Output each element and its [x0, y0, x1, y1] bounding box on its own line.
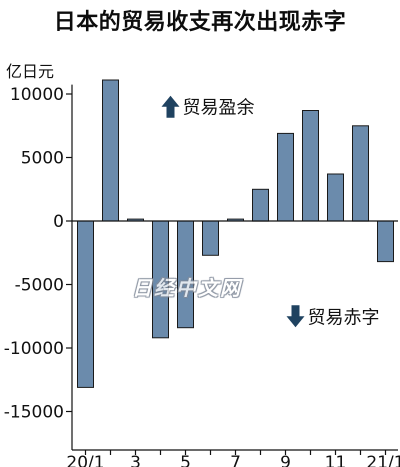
bar-6 [202, 220, 219, 256]
bars-group [77, 79, 394, 388]
unit-label: 亿日元 [6, 62, 55, 81]
x-tick-label: 9 [280, 453, 291, 467]
watermark: 日经中文网 [132, 276, 242, 300]
y-tick-label: -15000 [4, 403, 64, 423]
bar-9 [277, 132, 294, 222]
y-tick-label: 5000 [21, 149, 64, 169]
x-tick-label: 11 [325, 453, 347, 467]
x-tick-label: 5 [180, 453, 191, 467]
bar-10 [302, 110, 319, 222]
surplus-label: 贸易盈余 [183, 98, 255, 119]
bar-2 [102, 79, 119, 222]
bar-8 [252, 188, 269, 222]
x-tick-label: 7 [230, 453, 241, 467]
bar-21-1 [377, 220, 394, 263]
y-tick-label: 10000 [10, 85, 64, 105]
y-tick-label: -10000 [4, 339, 64, 359]
bar-20-1 [77, 220, 94, 388]
deficit-label: 贸易赤字 [308, 307, 380, 328]
bar-12 [352, 125, 369, 222]
y-tick-label: 0 [53, 212, 64, 232]
y-tick-label: -5000 [15, 276, 64, 296]
bar-11 [327, 173, 344, 222]
x-tick-label: 20/1 [66, 453, 104, 467]
axis-group: 10000 5000 0 -5000 -10000 -15000 20/1 3 5 7 9 11 21/… [4, 84, 400, 467]
down-arrow-icon [286, 305, 305, 328]
chart-title: 日本的贸易收支再次出现赤字 [53, 10, 347, 35]
up-arrow-icon [161, 95, 180, 118]
x-tick-label: 3 [130, 453, 141, 467]
x-tick-label: 21/1 [366, 453, 400, 467]
